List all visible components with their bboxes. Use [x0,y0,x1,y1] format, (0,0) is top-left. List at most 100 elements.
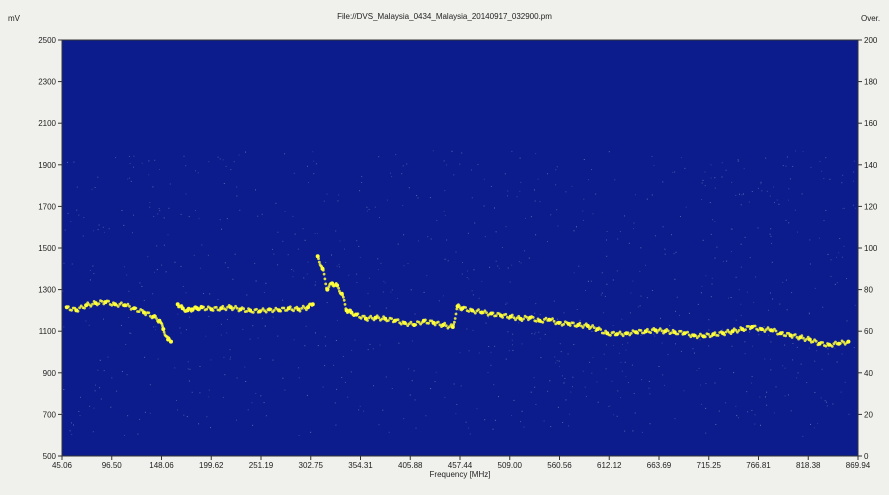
noise-speck [749,331,750,333]
noise-speck [649,393,651,395]
noise-speck [721,176,723,178]
noise-speck [846,320,848,322]
noise-speck [415,427,417,429]
trace-point [552,319,556,323]
noise-speck [779,303,781,305]
noise-speck [498,396,499,398]
noise-speck [651,156,653,157]
noise-speck [78,214,80,216]
trace-point [636,331,640,335]
trace-point [70,308,73,312]
data-point [310,302,315,307]
noise-speck [143,300,145,301]
data-point [450,325,455,329]
noise-speck [587,280,589,282]
noise-speck [149,412,151,414]
noise-speck [669,325,671,326]
noise-speck [478,352,480,354]
x-tick-label: 715.25 [697,461,722,470]
noise-speck [853,347,855,349]
noise-speck [298,377,300,379]
noise-speck [347,396,349,398]
file-title: File://DVS_Malaysia_0434_Malaysia_201409… [337,12,552,21]
noise-speck [702,239,704,241]
noise-speck [520,181,522,183]
noise-speck [802,151,804,153]
noise-speck [382,291,384,293]
trace-point [525,315,529,319]
noise-speck [614,179,616,181]
noise-speck [62,413,63,415]
noise-speck [69,430,71,432]
noise-speck [758,334,760,336]
noise-speck [272,248,273,250]
noise-speck [608,406,610,407]
noise-speck [504,173,506,175]
noise-speck [508,350,510,352]
noise-speck [369,343,371,345]
x-tick-label: 509.00 [498,461,523,470]
noise-speck [770,228,772,230]
trace-point [356,312,360,316]
noise-speck [747,411,749,413]
noise-speck [488,346,490,347]
noise-speck [646,198,648,200]
noise-speck [103,231,105,233]
noise-speck [740,204,742,206]
noise-speck [169,183,171,185]
noise-speck [438,300,440,302]
noise-speck [356,282,358,283]
noise-speck [247,409,249,411]
noise-speck [605,368,607,370]
noise-speck [326,302,328,304]
x-tick-label: 302.75 [299,461,324,470]
trace-point [512,316,516,320]
noise-speck [748,201,750,203]
noise-speck [842,174,844,176]
noise-speck [611,380,613,382]
noise-speck [348,274,350,276]
noise-speck [757,227,759,229]
noise-speck [249,338,251,340]
noise-speck [525,217,526,219]
trace-point [713,331,717,334]
noise-speck [456,404,458,405]
noise-speck [561,375,563,377]
noise-speck [363,410,365,412]
trace-point [559,321,562,324]
noise-speck [694,352,695,354]
noise-speck [133,155,135,157]
noise-speck [754,414,756,416]
noise-speck [824,400,826,402]
noise-speck [304,345,306,347]
noise-speck [721,162,723,164]
noise-speck [183,414,185,416]
noise-speck [808,312,810,314]
noise-speck [624,361,626,363]
noise-speck [341,377,343,378]
trace-point [128,305,131,308]
noise-speck [227,267,229,269]
noise-speck [721,328,723,330]
noise-speck [83,217,85,218]
noise-speck [755,276,757,278]
noise-speck [759,396,761,398]
noise-speck [760,183,762,185]
trace-point [551,317,554,321]
noise-speck [443,210,445,212]
noise-speck [675,310,676,312]
noise-speck [195,210,196,212]
noise-speck [619,231,621,233]
noise-speck [572,386,573,388]
trace-point [323,277,327,281]
noise-speck [830,275,832,277]
trace-point [562,322,566,326]
noise-speck [591,331,593,332]
trace-point [481,311,485,315]
noise-speck [556,360,558,362]
trace-point [369,314,373,318]
noise-speck [624,430,626,432]
noise-speck [744,236,746,238]
noise-speck [722,260,724,262]
noise-speck [741,194,743,196]
